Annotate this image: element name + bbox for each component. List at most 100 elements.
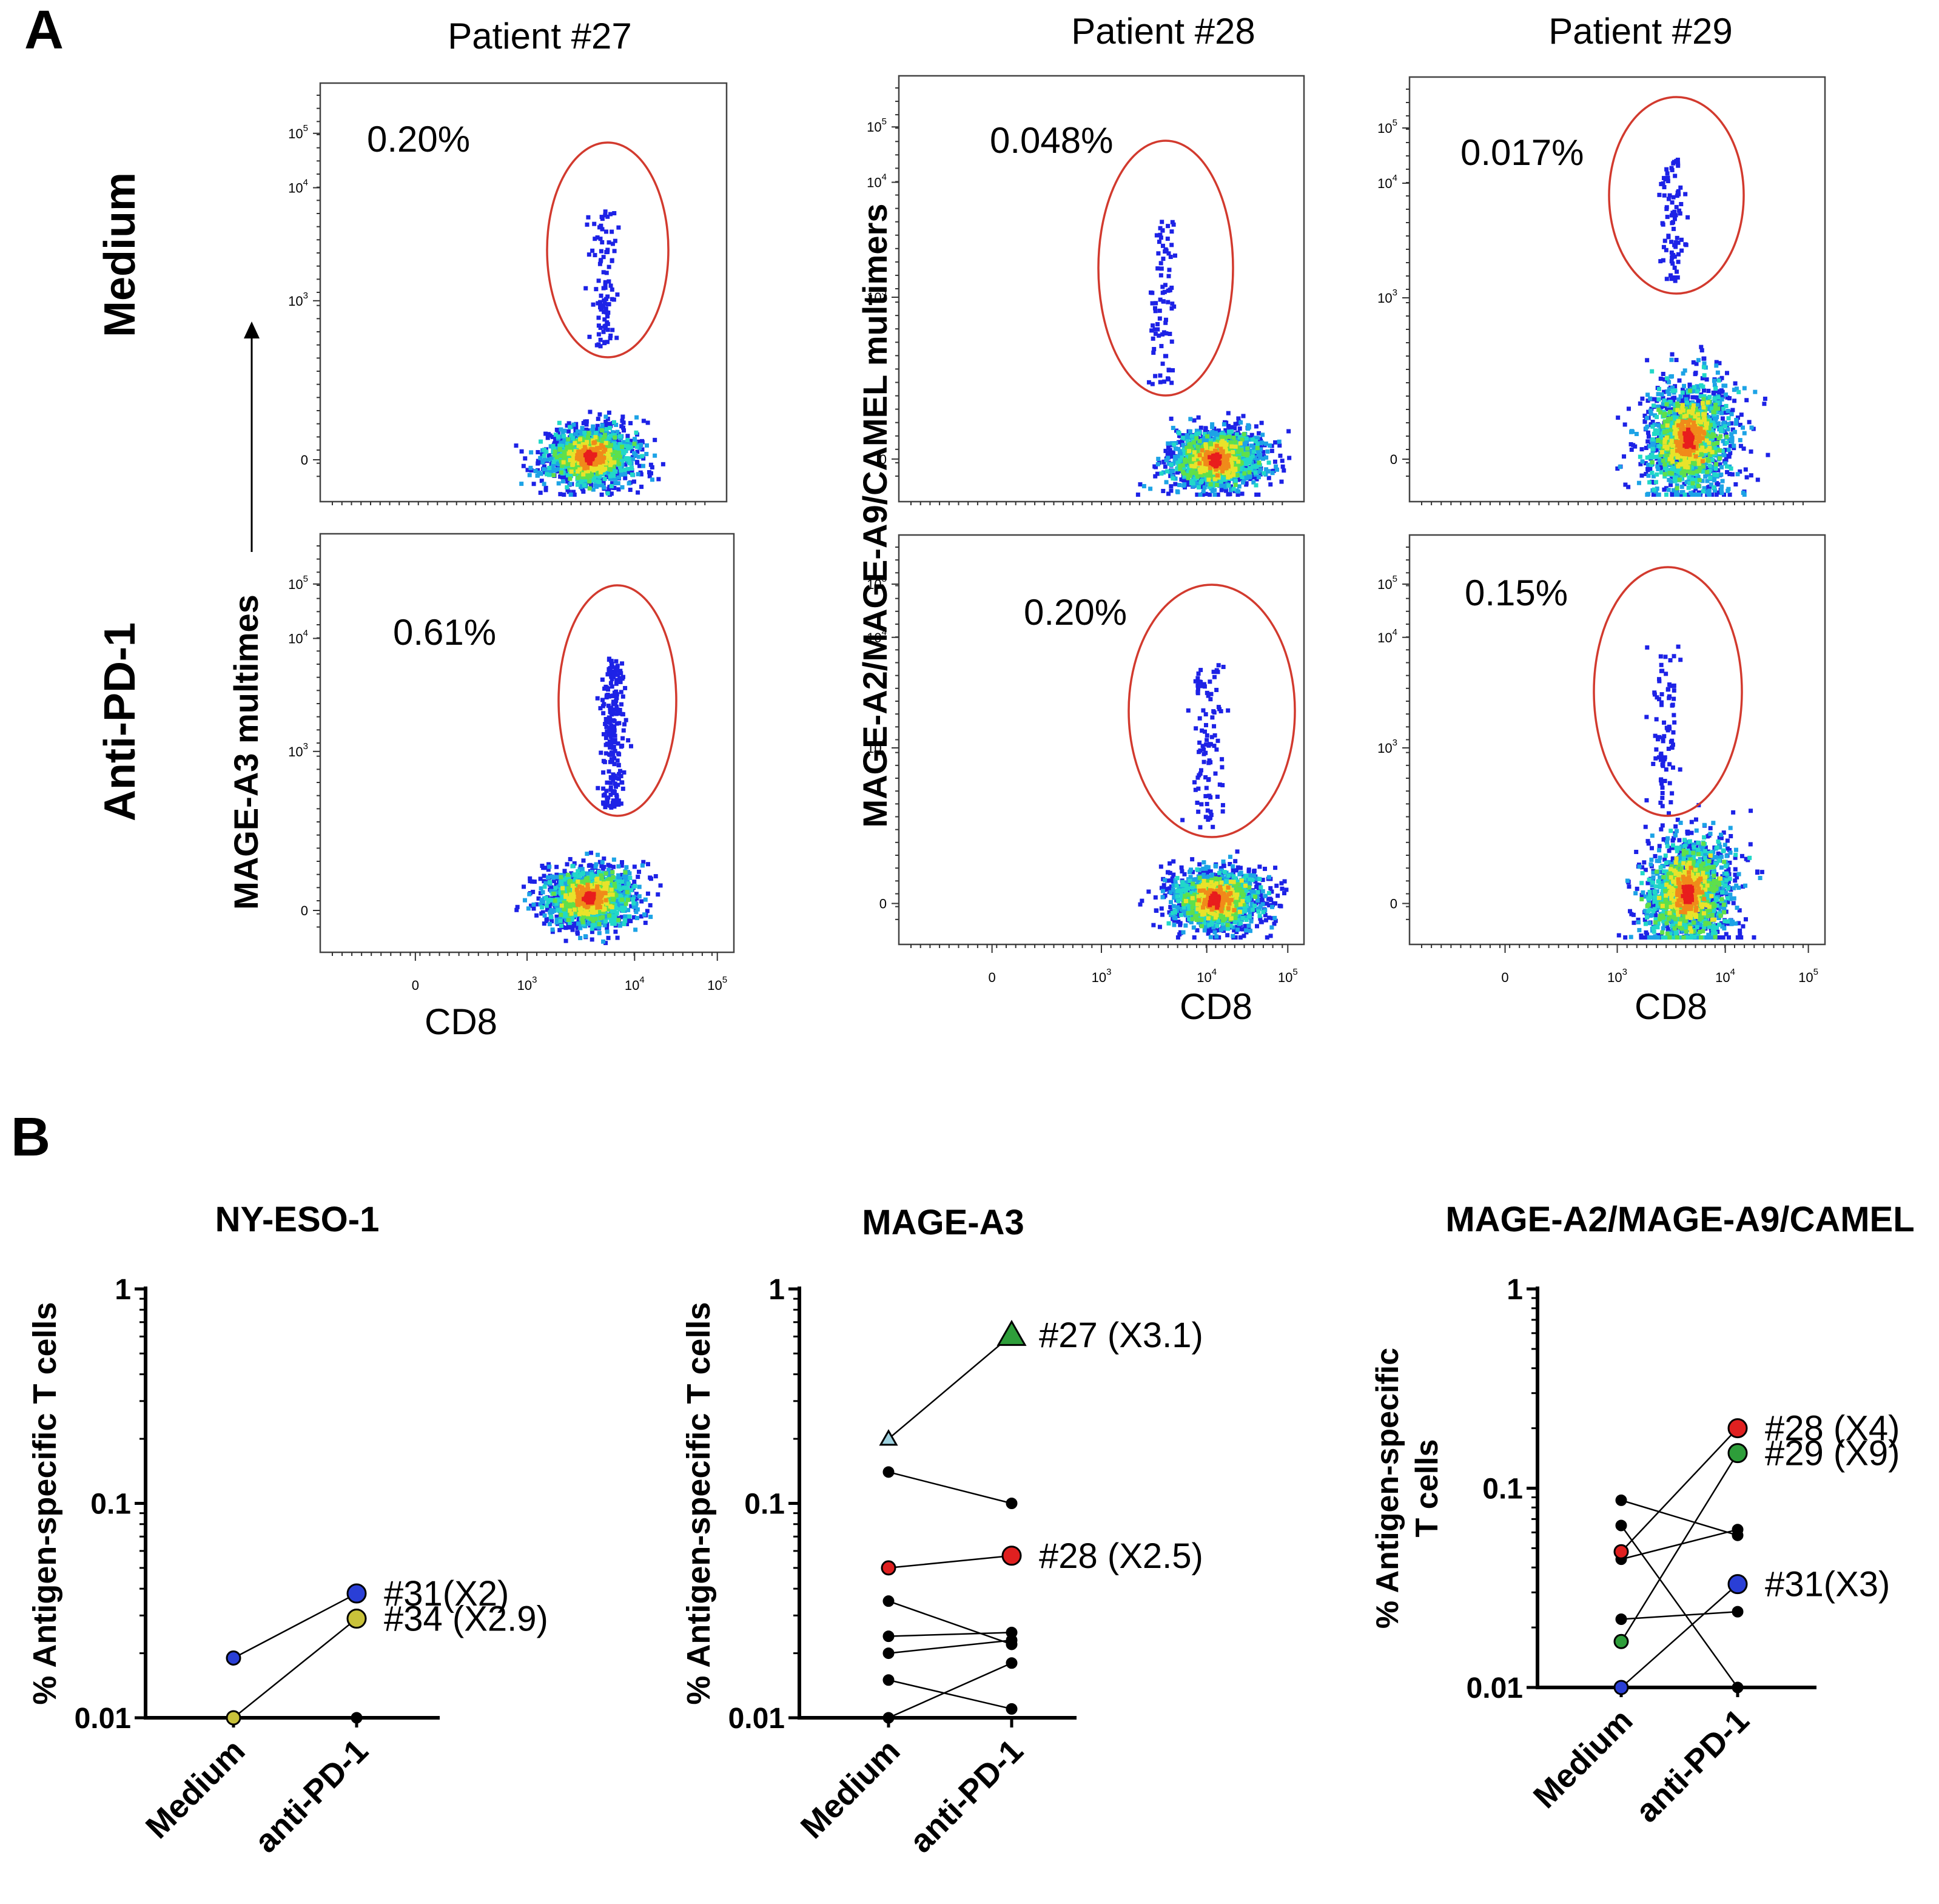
cell-dot	[1187, 443, 1192, 448]
cell-dot	[1177, 455, 1181, 460]
cell-dot	[1192, 440, 1197, 445]
cell-dot	[650, 465, 654, 469]
cell-dot	[1245, 465, 1250, 470]
cell-dot	[565, 423, 570, 428]
cell-dot	[579, 449, 583, 454]
cell-dot	[1714, 360, 1719, 365]
cell-dot	[1219, 432, 1224, 437]
patient-29-title: Patient #29	[1548, 11, 1733, 52]
cell-dot	[1254, 483, 1259, 488]
cell-dot	[1727, 493, 1732, 497]
cell-dot	[636, 454, 641, 459]
cell-dot	[578, 473, 583, 478]
cell-dot	[1223, 461, 1228, 466]
cell-dot	[539, 439, 543, 444]
gated-dot	[1156, 251, 1161, 256]
cell-dot	[633, 437, 637, 442]
cell-dot	[591, 440, 596, 445]
cell-dot	[590, 447, 594, 452]
gated-dot	[1166, 368, 1171, 372]
gated-dot	[1162, 379, 1167, 384]
gated-dot	[605, 301, 610, 306]
cell-dot	[554, 428, 559, 432]
cell-dot	[634, 430, 639, 435]
cell-dot	[550, 434, 555, 439]
cell-dot	[603, 414, 608, 419]
cell-dot	[1223, 436, 1228, 440]
cell-dot	[536, 459, 540, 463]
cell-dot	[559, 441, 563, 446]
cell-dot	[1208, 493, 1212, 497]
gated-dot	[595, 235, 600, 240]
cell-dot	[1212, 488, 1217, 493]
gated-dot	[606, 310, 611, 315]
cell-dot	[607, 438, 612, 443]
gated-dot	[1160, 291, 1165, 295]
cell-dot	[628, 488, 633, 493]
cell-dot	[1257, 460, 1262, 465]
cell-dot	[596, 466, 600, 471]
cell-dot	[1203, 426, 1208, 431]
cell-dot	[1252, 475, 1257, 480]
y-tick-exponent: 5	[882, 116, 887, 127]
cell-dot	[1254, 477, 1259, 482]
cell-dot	[1265, 449, 1270, 454]
cell-dot	[632, 442, 637, 446]
cell-dot	[540, 460, 545, 465]
cell-dot	[613, 476, 618, 481]
cell-dot	[1234, 432, 1239, 437]
cell-dot	[1214, 434, 1218, 439]
gated-dot	[612, 210, 617, 215]
cell-dot	[605, 454, 610, 459]
cell-dot	[539, 471, 543, 476]
cell-dot	[572, 459, 577, 463]
cell-dot	[588, 409, 593, 414]
cell-dot	[1212, 477, 1217, 482]
gated-dot	[1160, 332, 1165, 337]
gated-dot	[1155, 327, 1160, 332]
cell-dot	[1266, 469, 1271, 474]
y-tick-exponent: 5	[1393, 118, 1397, 128]
cell-dot	[630, 466, 634, 471]
gated-dot	[1171, 368, 1175, 372]
cell-dot	[575, 482, 580, 487]
cell-dot	[600, 428, 605, 433]
cell-dot	[1194, 482, 1199, 487]
gated-dot	[1169, 380, 1174, 385]
cell-dot	[1169, 416, 1174, 421]
cell-dot	[575, 453, 580, 458]
cell-dot	[613, 455, 617, 460]
cell-dot	[538, 490, 543, 495]
cell-dot	[656, 477, 661, 482]
gated-dot	[605, 340, 610, 345]
gated-dot	[587, 334, 592, 339]
cell-dot	[1200, 465, 1205, 470]
cell-dot	[542, 453, 546, 458]
cell-dot	[553, 436, 558, 440]
cell-dot	[625, 437, 630, 442]
gated-cells	[583, 209, 621, 349]
cell-dot	[569, 445, 574, 450]
cell-dot	[593, 449, 598, 454]
gated-dot	[1158, 232, 1163, 237]
cell-dot	[1165, 469, 1170, 474]
cell-dot	[600, 434, 605, 439]
cell-dot	[1249, 455, 1254, 460]
cell-dot	[1186, 449, 1191, 454]
cell-dot	[612, 485, 617, 490]
cell-dot	[571, 422, 576, 427]
cell-dot	[622, 468, 627, 473]
cell-dot	[1175, 466, 1180, 471]
cell-dot	[1208, 466, 1212, 471]
cell-dot	[1727, 454, 1732, 459]
cell-dot	[610, 481, 615, 486]
cell-dot	[547, 465, 552, 470]
cell-dot	[529, 450, 534, 455]
cell-dot	[549, 456, 554, 461]
gated-dot	[599, 294, 603, 298]
cell-dot	[617, 462, 622, 466]
gated-dot	[1169, 229, 1174, 234]
cell-dot	[1215, 483, 1220, 488]
cell-dot	[1274, 467, 1279, 472]
